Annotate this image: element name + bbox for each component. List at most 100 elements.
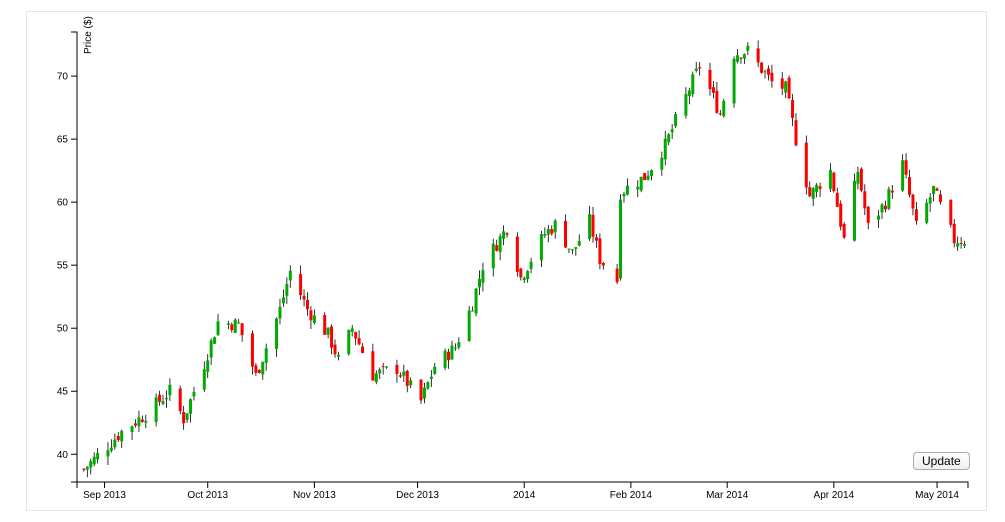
- candle-body-69: [409, 380, 413, 386]
- candle-body-33: [237, 322, 241, 324]
- candle-body-182: [959, 242, 963, 244]
- candle-body-87: [498, 236, 502, 252]
- x-tick-label-2013-12-01: Dec 2013: [396, 490, 439, 501]
- candle-body-154: [828, 169, 832, 189]
- candle-body-147: [791, 99, 795, 119]
- candle-body-5: [106, 450, 110, 457]
- candle-body-8: [116, 436, 120, 441]
- candle-body-118: [650, 170, 654, 177]
- y-axis-line: [71, 31, 78, 483]
- candle-body-76: [447, 351, 451, 361]
- candle-body-149: [804, 142, 808, 188]
- candle-body-167: [887, 189, 891, 209]
- candle-body-135: [736, 55, 740, 62]
- candle-body-111: [619, 199, 623, 279]
- candle-body-144: [780, 78, 784, 89]
- candle-body-128: [698, 67, 702, 69]
- candle-body-78: [453, 347, 457, 349]
- candle-body-37: [257, 369, 261, 373]
- candle-body-181: [956, 243, 960, 247]
- candle-body-162: [863, 191, 867, 209]
- candle-body-172: [911, 194, 915, 209]
- candle-body-175: [928, 197, 932, 204]
- candle-body-23: [189, 399, 193, 414]
- candle-body-7: [113, 439, 117, 448]
- candle-body-119: [660, 157, 664, 170]
- candle-body-79: [457, 342, 461, 348]
- candle-body-56: [350, 328, 354, 333]
- candle-body-108: [598, 238, 602, 264]
- candle-body-30: [226, 323, 230, 325]
- candle-body-34: [240, 323, 244, 336]
- candle-body-52: [330, 326, 334, 348]
- candle-body-59: [361, 346, 365, 353]
- candle-body-106: [591, 214, 595, 237]
- candle-body-120: [663, 138, 667, 160]
- candle-body-156: [835, 192, 839, 207]
- x-tick-label-2014-02-01: Feb 2014: [610, 490, 653, 501]
- y-axis: 40 45 50 55 60 65 70: [57, 31, 78, 483]
- candle-body-6: [109, 447, 113, 451]
- candle-body-117: [646, 175, 650, 180]
- candle-body-88: [502, 231, 506, 239]
- candle-body-25: [202, 369, 206, 390]
- candle-body-95: [539, 234, 543, 261]
- candle-body-110: [615, 268, 619, 283]
- candle-body-28: [213, 337, 217, 344]
- candle-body-1: [85, 466, 89, 470]
- x-tick-label-2013-10-01: Oct 2013: [187, 490, 228, 501]
- candle-body-80: [467, 310, 471, 341]
- x-tick-label-2013-11-01: Nov 2013: [293, 490, 336, 501]
- candle-body-10: [130, 426, 134, 433]
- candle-body-64: [385, 366, 389, 368]
- candle-body-155: [832, 172, 836, 192]
- candle-body-168: [890, 190, 894, 193]
- candle-body-159: [852, 180, 856, 241]
- candle-body-177: [935, 188, 939, 191]
- candle-body-63: [381, 366, 385, 368]
- candle-body-62: [378, 369, 382, 374]
- candle-body-43: [285, 284, 289, 296]
- candle-body-109: [601, 262, 605, 266]
- candle-body-133: [722, 100, 726, 117]
- y-tick-label-60: 60: [57, 198, 69, 209]
- x-axis: Sep 2013 Oct 2013 Nov 2013 Dec 2013 2014 Feb …: [76, 481, 969, 501]
- candle-body-143: [770, 72, 774, 82]
- candle-body-47: [305, 299, 309, 310]
- candle-body-100: [564, 220, 568, 248]
- candle-body-65: [395, 364, 399, 375]
- candle-body-93: [526, 271, 530, 280]
- candlestick-chart: 40 45 50 55 60 65 70 Sep 2013 Oct 2013 Nov 2013 D…: [57, 16, 969, 501]
- update-button[interactable]: Update: [913, 452, 970, 470]
- candle-body-68: [405, 370, 409, 386]
- y-tick-label-55: 55: [57, 261, 69, 272]
- candle-body-13: [140, 419, 144, 422]
- candle-body-61: [374, 373, 378, 383]
- candle-body-112: [622, 193, 626, 197]
- candle-body-178: [938, 194, 942, 202]
- x-tick-label-2014-03-01: Mar 2014: [706, 490, 749, 501]
- y-tick-label-50: 50: [57, 324, 69, 335]
- y-axis-label: Price ($): [83, 16, 94, 54]
- candle-body-85: [491, 243, 495, 269]
- y-tick-label-40: 40: [57, 450, 69, 461]
- candle-body-74: [433, 366, 437, 374]
- candle-body-141: [763, 71, 767, 73]
- candles: [82, 40, 967, 478]
- candle-body-31: [230, 324, 234, 331]
- candle-body-51: [326, 327, 330, 335]
- candle-body-142: [766, 68, 770, 75]
- candle-body-17: [161, 401, 165, 404]
- candle-body-9: [120, 430, 124, 442]
- candle-body-166: [883, 205, 887, 210]
- candle-body-136: [739, 57, 743, 59]
- x-tick-label-2013-09-01: Sep 2013: [83, 490, 126, 501]
- candle-body-81: [471, 310, 475, 312]
- candle-body-73: [429, 376, 433, 379]
- candle-body-27: [209, 340, 213, 358]
- candle-body-4: [96, 453, 100, 460]
- candle-body-45: [299, 274, 303, 296]
- candle-body-90: [515, 236, 519, 272]
- candle-body-84: [481, 270, 485, 283]
- candle-body-146: [787, 77, 791, 99]
